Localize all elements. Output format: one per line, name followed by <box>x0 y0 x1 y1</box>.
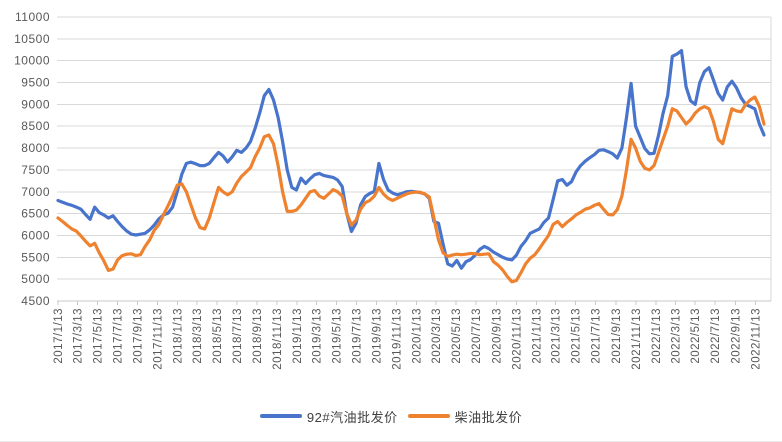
x-tick-label: 2017/7/13 <box>112 308 124 364</box>
y-tick-label: 10000 <box>14 54 50 68</box>
x-tick-label: 2019/9/13 <box>372 308 384 364</box>
y-tick-label: 7000 <box>21 185 50 199</box>
x-tick-label: 2018/5/13 <box>212 308 224 364</box>
x-tick-label: 2020/11/13 <box>511 308 523 370</box>
x-tick-label: 2021/9/13 <box>611 308 623 364</box>
y-tick-label: 6000 <box>21 228 50 242</box>
y-tick-label: 9000 <box>21 97 50 111</box>
legend-label-diesel: 柴油批发价 <box>454 409 523 425</box>
legend-item-diesel: 柴油批发价 <box>407 407 523 426</box>
x-tick-label: 2021/7/13 <box>591 308 603 364</box>
diesel-line-swatch <box>407 414 450 418</box>
y-tick-label: 8500 <box>21 119 50 133</box>
x-tick-label: 2018/11/13 <box>272 308 284 370</box>
x-tick-label: 2017/1/13 <box>53 308 65 364</box>
x-tick-label: 2017/9/13 <box>133 308 145 364</box>
x-tick-label: 2020/7/13 <box>471 308 483 364</box>
x-tick-label: 2017/5/13 <box>92 308 104 364</box>
x-tick-label: 2018/3/13 <box>192 308 204 364</box>
x-tick-label: 2021/3/13 <box>551 308 563 364</box>
y-tick-label: 8000 <box>21 141 50 155</box>
x-tick-label: 2019/1/13 <box>292 308 304 364</box>
x-tick-label: 2022/5/13 <box>690 308 702 364</box>
y-tick-label: 9500 <box>21 76 50 90</box>
x-tick-label: 2021/11/13 <box>631 308 643 370</box>
y-tick-label: 4500 <box>21 294 50 308</box>
x-tick-label: 2022/9/13 <box>731 308 743 364</box>
gasoline-line-swatch <box>259 414 302 418</box>
series-diesel-line <box>56 95 766 284</box>
x-tick-label: 2018/1/13 <box>173 308 185 364</box>
x-tick-label: 2017/11/13 <box>153 308 165 370</box>
x-tick-label: 2018/9/13 <box>252 308 264 364</box>
legend-item-gasoline: 92#汽油批发价 <box>259 407 398 426</box>
x-tick-label: 2021/5/13 <box>571 308 583 364</box>
y-tick-label: 5500 <box>21 250 50 264</box>
x-tick-label: 2018/7/13 <box>232 308 244 364</box>
y-tick-label: 11000 <box>15 10 50 24</box>
x-tick-label: 2022/7/13 <box>710 308 722 364</box>
x-tick-label: 2019/11/13 <box>392 308 404 370</box>
x-tick-label: 2020/3/13 <box>431 308 443 364</box>
x-tick-label: 2020/9/13 <box>491 308 503 364</box>
x-tick-label: 2022/3/13 <box>670 308 682 364</box>
x-tick-label: 2020/5/13 <box>451 308 463 364</box>
chart-legend: 92#汽油批发价 柴油批发价 <box>0 405 782 427</box>
legend-label-gasoline: 92#汽油批发价 <box>306 409 398 425</box>
x-tick-label: 2017/3/13 <box>72 308 84 364</box>
x-tick-label: 2020/1/13 <box>412 308 424 364</box>
x-tick-label: 2019/5/13 <box>331 308 343 364</box>
y-tick-label: 5000 <box>21 272 50 286</box>
y-tick-label: 6500 <box>21 207 50 221</box>
x-tick-label: 2019/3/13 <box>311 308 323 364</box>
x-tick-label: 2019/7/13 <box>351 308 363 364</box>
y-tick-label: 7500 <box>21 163 50 177</box>
y-tick-label: 10500 <box>14 32 50 46</box>
x-tick-label: 2022/11/13 <box>750 308 762 370</box>
x-tick-label: 2021/1/13 <box>531 308 543 364</box>
x-tick-label: 2022/1/13 <box>651 308 663 364</box>
